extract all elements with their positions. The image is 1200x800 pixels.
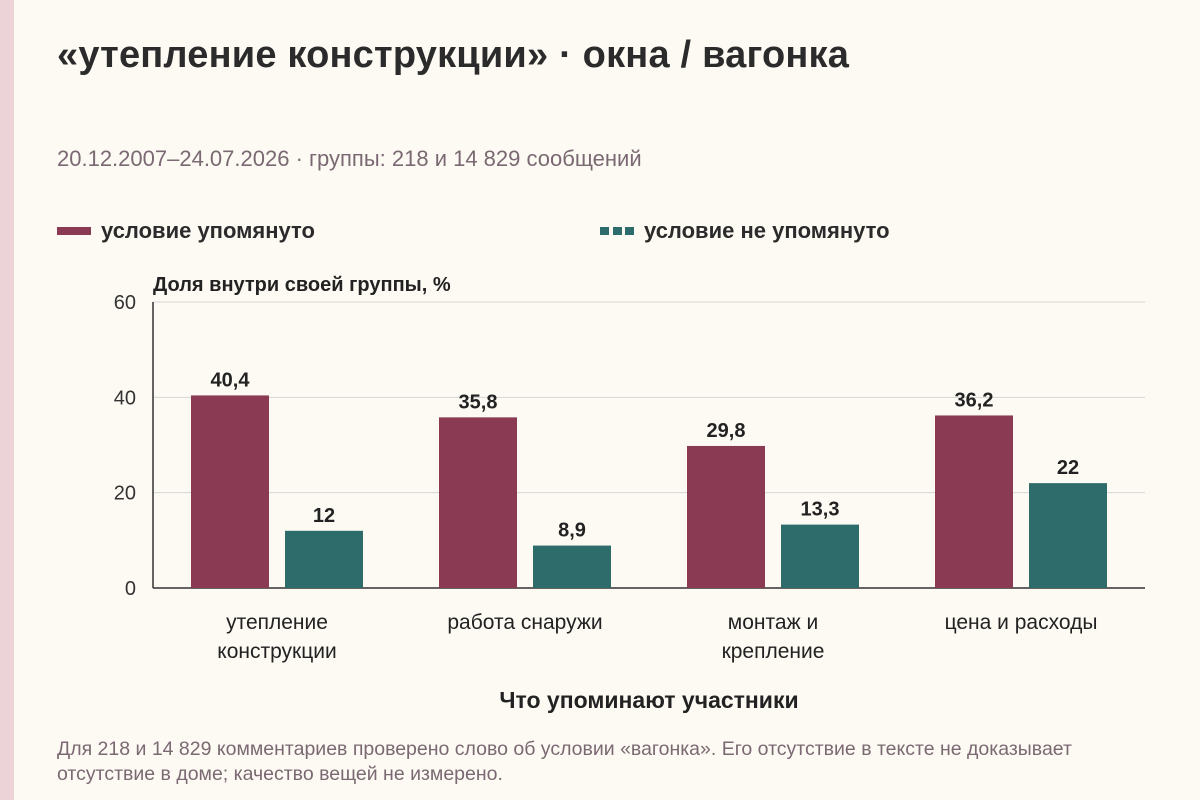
- bar-not-mentioned: [285, 530, 363, 588]
- chart-title: «утепление конструкции» · окна / вагонка: [57, 34, 850, 76]
- y-tick-label: 0: [125, 578, 136, 600]
- value-label: 22: [1057, 457, 1079, 479]
- category-label: монтаж и крепление: [722, 611, 825, 663]
- y-axis-title: Доля внутри своей группы, %: [153, 274, 451, 296]
- bar-mentioned: [191, 395, 269, 588]
- y-tick-label: 20: [114, 483, 136, 505]
- bar-not-mentioned: [533, 545, 611, 588]
- bar-not-mentioned: [781, 524, 859, 588]
- value-label: 35,8: [459, 391, 498, 413]
- category-label: работа снаружи: [447, 611, 602, 634]
- category-label: утепление конструкции: [217, 611, 336, 663]
- value-label: 13,3: [801, 499, 840, 521]
- y-tick-labels: 0 20 40 60: [114, 292, 136, 600]
- legend-item-mentioned: условие упомянуто: [57, 218, 315, 244]
- value-label: 12: [313, 505, 335, 527]
- bar-mentioned: [687, 445, 765, 588]
- bar-mentioned: [439, 417, 517, 588]
- legend-item-not-mentioned: условие не упомянуто: [600, 218, 890, 244]
- y-tick-label: 60: [114, 292, 136, 314]
- category-labels: утепление конструкции работа снаружи монтаж…: [217, 611, 1097, 663]
- legend-swatch-not-mentioned: [600, 227, 634, 235]
- bar-not-mentioned: [1029, 483, 1107, 588]
- legend-label-not-mentioned: условие не упомянуто: [644, 218, 890, 243]
- legend-swatch-mentioned: [57, 227, 91, 235]
- footnote: Для 218 и 14 829 комментариев проверено …: [57, 738, 1072, 785]
- x-axis-title: Что упоминают участники: [499, 687, 798, 713]
- legend-label-mentioned: условие упомянуто: [101, 218, 315, 243]
- category-label: цена и расходы: [945, 611, 1098, 634]
- bars: [191, 395, 1107, 588]
- chart-subtitle: 20.12.2007–24.07.2026 · группы: 218 и 14…: [57, 146, 642, 171]
- value-labels: 40,4 12 35,8 8,9 29,8 13,3 36,2 22: [211, 369, 1080, 541]
- value-label: 36,2: [955, 389, 994, 411]
- value-label: 40,4: [211, 369, 251, 391]
- value-label: 8,9: [558, 520, 586, 542]
- y-tick-label: 40: [114, 387, 136, 409]
- bar-mentioned: [935, 415, 1013, 588]
- left-edge-strip: [0, 0, 14, 800]
- value-label: 29,8: [707, 420, 746, 442]
